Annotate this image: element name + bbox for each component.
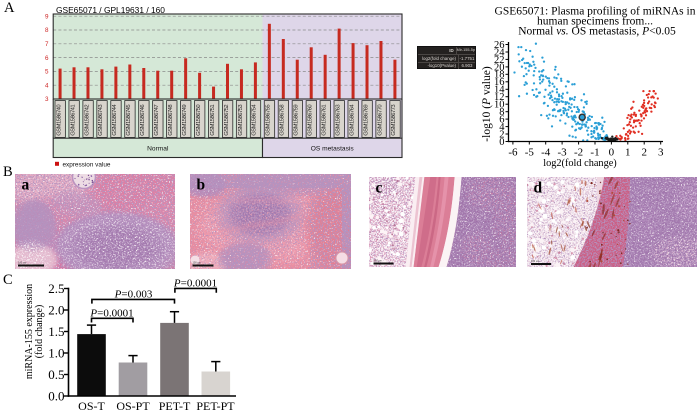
svg-text:0.5: 0.5 bbox=[48, 367, 64, 382]
svg-text:GSM1586747: GSM1586747 bbox=[154, 104, 160, 136]
svg-text:Normal: Normal bbox=[147, 146, 169, 153]
svg-text:human specimens from...: human specimens from... bbox=[537, 16, 653, 28]
svg-text:100 um: 100 um bbox=[531, 260, 539, 263]
svg-text:P=0.0001: P=0.0001 bbox=[89, 308, 133, 320]
svg-text:1: 1 bbox=[625, 147, 631, 159]
svg-text:GSM1586748: GSM1586748 bbox=[168, 104, 174, 136]
svg-text:10: 10 bbox=[494, 100, 505, 111]
svg-text:GSM1586769: GSM1586769 bbox=[363, 104, 369, 136]
svg-text:log2(fold change): log2(fold change) bbox=[543, 158, 616, 169]
svg-text:GSM1586751: GSM1586751 bbox=[210, 104, 216, 136]
svg-text:P=0.0001: P=0.0001 bbox=[173, 278, 217, 290]
svg-text:1.5: 1.5 bbox=[48, 324, 64, 339]
svg-text:GSM1586752: GSM1586752 bbox=[224, 104, 230, 136]
svg-text:2: 2 bbox=[641, 147, 647, 159]
svg-text:100 um: 100 um bbox=[18, 261, 26, 264]
svg-text:100 um: 100 um bbox=[193, 261, 201, 264]
svg-text:a: a bbox=[21, 176, 29, 193]
svg-text:GSM1586760: GSM1586760 bbox=[308, 104, 314, 136]
svg-text:GSM1586764: GSM1586764 bbox=[349, 104, 355, 136]
svg-text:GSM1586743: GSM1586743 bbox=[98, 104, 104, 136]
svg-text:3: 3 bbox=[658, 147, 664, 159]
svg-text:GSM1586749: GSM1586749 bbox=[182, 104, 188, 136]
svg-text:Normal vs. OS metastasis, P<0.: Normal vs. OS metastasis, P<0.05 bbox=[518, 26, 676, 38]
svg-text:14: 14 bbox=[494, 85, 505, 96]
svg-text:GSM1586744: GSM1586744 bbox=[112, 104, 118, 136]
svg-text:OS-T: OS-T bbox=[78, 399, 105, 413]
svg-text:7: 7 bbox=[45, 41, 49, 48]
svg-text:GSM1586742: GSM1586742 bbox=[84, 104, 90, 136]
svg-text:-3: -3 bbox=[558, 147, 568, 159]
svg-text:12: 12 bbox=[494, 92, 505, 103]
svg-text:OS-PT: OS-PT bbox=[116, 399, 150, 413]
svg-text:24: 24 bbox=[494, 47, 505, 58]
svg-text:GSM1586770: GSM1586770 bbox=[377, 104, 383, 136]
svg-text:0: 0 bbox=[499, 137, 504, 148]
svg-text:6: 6 bbox=[45, 55, 49, 62]
svg-text:PET-PT: PET-PT bbox=[196, 399, 235, 413]
svg-text:8: 8 bbox=[45, 27, 49, 34]
svg-text:GSM1586759: GSM1586759 bbox=[294, 104, 300, 136]
svg-text:GSM1586758: GSM1586758 bbox=[280, 104, 286, 136]
svg-text:OS metastasis: OS metastasis bbox=[311, 146, 355, 153]
svg-text:4: 4 bbox=[45, 82, 49, 89]
svg-text:expression value: expression value bbox=[63, 161, 111, 168]
svg-text:0.0: 0.0 bbox=[48, 388, 64, 403]
svg-text:GSM1586750: GSM1586750 bbox=[196, 104, 202, 136]
svg-text:-log10 (P value): -log10 (P value) bbox=[481, 66, 493, 142]
svg-text:GSM1586753: GSM1586753 bbox=[238, 104, 244, 136]
svg-text:5: 5 bbox=[45, 69, 49, 76]
svg-text:-6: -6 bbox=[508, 147, 518, 159]
svg-text:2.0: 2.0 bbox=[48, 302, 64, 317]
svg-text:GSM1586773: GSM1586773 bbox=[391, 104, 397, 136]
svg-text:c: c bbox=[376, 180, 383, 197]
svg-text:-2: -2 bbox=[574, 147, 583, 159]
svg-text:d: d bbox=[533, 180, 542, 197]
svg-text:18: 18 bbox=[494, 70, 505, 81]
svg-text:-1: -1 bbox=[590, 147, 599, 159]
svg-text:GSM1586746: GSM1586746 bbox=[140, 104, 146, 136]
svg-text:P=0.003: P=0.003 bbox=[114, 289, 153, 301]
svg-text:b: b bbox=[197, 176, 206, 193]
svg-text:GSM1586755: GSM1586755 bbox=[266, 104, 272, 136]
svg-text:0: 0 bbox=[609, 147, 615, 159]
svg-text:GSM1586740: GSM1586740 bbox=[56, 104, 62, 136]
svg-text:1.0: 1.0 bbox=[48, 345, 64, 360]
svg-text:(fold change): (fold change) bbox=[34, 305, 45, 359]
svg-text:GSM1586761: GSM1586761 bbox=[321, 104, 327, 136]
svg-text:26: 26 bbox=[494, 40, 505, 51]
svg-text:2.5: 2.5 bbox=[48, 281, 64, 296]
svg-text:-4: -4 bbox=[541, 147, 551, 159]
svg-text:GSM1586754: GSM1586754 bbox=[252, 104, 258, 136]
svg-text:PET-T: PET-T bbox=[159, 399, 191, 413]
svg-text:100 um: 100 um bbox=[374, 260, 382, 263]
svg-text:9: 9 bbox=[45, 13, 49, 20]
svg-text:6: 6 bbox=[499, 115, 504, 126]
svg-text:GSM1586741: GSM1586741 bbox=[70, 104, 76, 136]
svg-text:3: 3 bbox=[45, 96, 49, 103]
svg-text:GSM1586763: GSM1586763 bbox=[335, 104, 341, 136]
svg-text:22: 22 bbox=[494, 55, 505, 66]
svg-text:GSE65071: Plasma profiling of: GSE65071: Plasma profiling of miRNAs in bbox=[495, 6, 696, 18]
svg-text:8: 8 bbox=[499, 107, 504, 118]
svg-text:-5: -5 bbox=[525, 147, 535, 159]
svg-text:4: 4 bbox=[499, 122, 505, 133]
svg-text:GSM1586745: GSM1586745 bbox=[126, 104, 132, 136]
svg-text:2: 2 bbox=[499, 129, 504, 140]
svg-text:20: 20 bbox=[494, 62, 505, 73]
svg-text:16: 16 bbox=[494, 77, 505, 88]
svg-text:miRNA-155 expression: miRNA-155 expression bbox=[24, 284, 35, 379]
